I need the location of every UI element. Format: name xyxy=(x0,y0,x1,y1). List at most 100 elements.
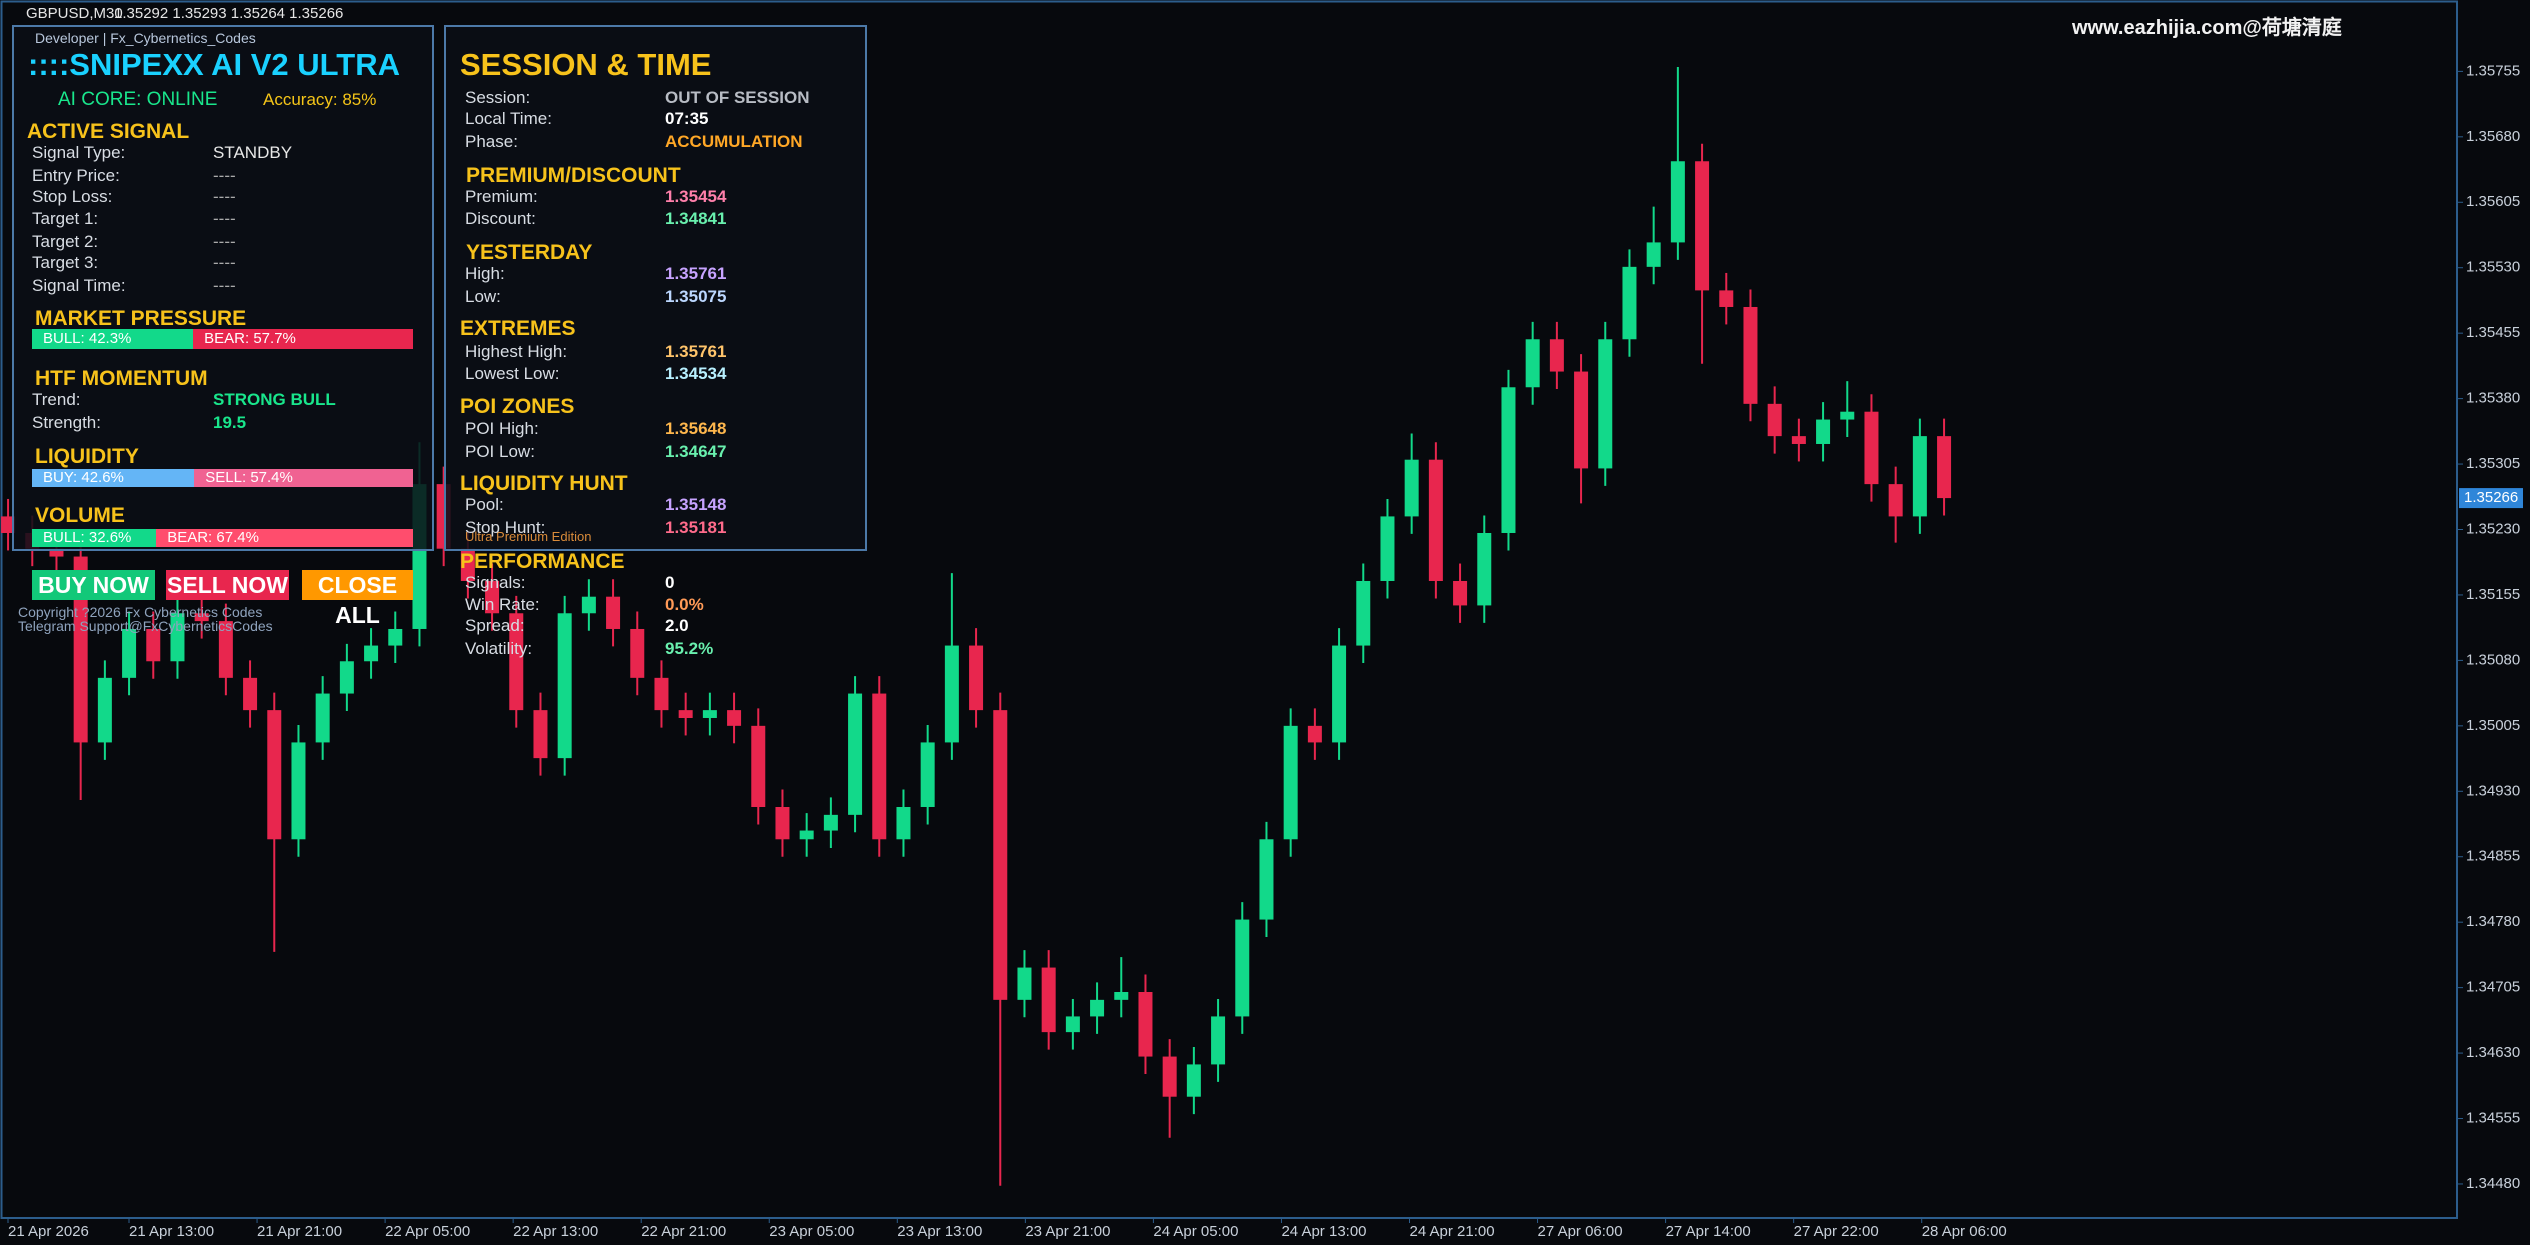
row-label: Session: xyxy=(465,88,531,107)
y-tick-label: 1.34705 xyxy=(2466,979,2520,996)
close-all-button[interactable]: CLOSE ALL xyxy=(302,570,413,628)
candle-body xyxy=(557,613,572,759)
candle-body xyxy=(1695,161,1710,291)
candle-body xyxy=(1840,411,1855,420)
x-tick-label: 27 Apr 14:00 xyxy=(1666,1223,1751,1240)
candle-body xyxy=(920,742,935,807)
candle-body xyxy=(654,677,669,711)
candle-body xyxy=(1477,532,1492,606)
candle-body xyxy=(727,710,742,726)
row-label: Trend: xyxy=(32,390,81,409)
row-value: 1.35761 xyxy=(665,342,727,361)
x-tick-label: 22 Apr 05:00 xyxy=(385,1223,470,1240)
candle-body xyxy=(1574,371,1589,469)
sell-button[interactable]: SELL NOW xyxy=(166,570,289,600)
candle-body xyxy=(896,806,911,840)
row-value: 1.34534 xyxy=(665,364,727,383)
candle-body xyxy=(194,613,209,622)
row-label: High: xyxy=(465,264,505,283)
row-label: POI High: xyxy=(465,419,539,438)
section-heading: PERFORMANCE xyxy=(460,550,625,573)
x-tick-label: 27 Apr 22:00 xyxy=(1794,1223,1879,1240)
section-heading: PREMIUM/DISCOUNT xyxy=(466,164,681,187)
x-tick-label: 22 Apr 21:00 xyxy=(641,1223,726,1240)
y-tick-label: 1.35605 xyxy=(2466,193,2520,210)
accuracy: Accuracy: 85% xyxy=(263,90,377,109)
candle-body xyxy=(581,596,596,614)
candle-body xyxy=(1138,991,1153,1057)
row-label: Phase: xyxy=(465,132,518,151)
candle-body xyxy=(1065,1016,1080,1033)
y-tick-label: 1.34780 xyxy=(2466,913,2520,930)
candle-body xyxy=(533,710,548,759)
row-label: Pool: xyxy=(465,495,504,514)
row-value: 19.5 xyxy=(213,413,247,432)
candle-body xyxy=(49,548,64,557)
y-tick-label: 1.34930 xyxy=(2466,782,2520,799)
candle-body xyxy=(388,628,403,646)
y-tick-label: 1.35380 xyxy=(2466,390,2520,407)
candle-body xyxy=(1211,1016,1226,1065)
current-price-box xyxy=(2459,488,2523,509)
row-value: ACCUMULATION xyxy=(665,132,803,151)
y-tick-label: 1.35230 xyxy=(2466,520,2520,537)
candle-body xyxy=(97,677,112,743)
bar-label: BEAR: 57.7% xyxy=(204,330,296,347)
row-label: Entry Price: xyxy=(32,166,120,185)
candle-body xyxy=(775,806,790,840)
candle-body xyxy=(630,628,645,678)
quote: 1.35292 1.35293 1.35264 1.35266 xyxy=(114,5,344,22)
candle-body xyxy=(1864,411,1879,485)
candle-body xyxy=(1162,1056,1177,1097)
row-value: 1.35648 xyxy=(665,419,727,438)
candle-body xyxy=(1090,999,1105,1017)
candle-body xyxy=(1912,436,1927,517)
candle-body xyxy=(218,621,233,678)
candle-body xyxy=(799,830,814,840)
bar-segment xyxy=(32,469,195,487)
candle-body xyxy=(872,693,887,840)
bar-label: BULL: 42.3% xyxy=(43,330,132,347)
bar-label: BULL: 32.6% xyxy=(43,529,132,546)
row-label: Stop Loss: xyxy=(32,187,113,206)
row-value: STANDBY xyxy=(213,143,293,162)
candle-body xyxy=(1888,484,1903,517)
buy-button[interactable]: BUY NOW xyxy=(32,570,155,600)
row-label: Lowest Low: xyxy=(465,364,560,383)
candle-body xyxy=(944,645,959,743)
panel-title: SESSION & TIME xyxy=(460,47,712,82)
symbol: GBPUSD,M30 xyxy=(26,5,123,22)
row-label: Spread: xyxy=(465,616,525,635)
candle-body xyxy=(339,661,354,694)
edition: Ultra Premium Edition xyxy=(465,529,592,544)
y-tick-label: 1.34855 xyxy=(2466,848,2520,865)
section-heading: POI ZONES xyxy=(460,395,575,418)
bar-segment xyxy=(193,329,413,349)
x-tick-label: 28 Apr 06:00 xyxy=(1922,1223,2007,1240)
candle-body xyxy=(823,814,838,831)
row-value: ---- xyxy=(213,276,236,295)
candle-body xyxy=(291,742,306,840)
row-label: Discount: xyxy=(465,209,536,228)
row-label: Local Time: xyxy=(465,109,552,128)
bar-label: SELL: 57.4% xyxy=(205,469,293,486)
candle-body xyxy=(364,645,379,662)
row-label: Win Rate: xyxy=(465,595,540,614)
x-tick-label: 27 Apr 06:00 xyxy=(1538,1223,1623,1240)
section-heading: EXTREMES xyxy=(460,317,576,340)
section-heading: LIQUIDITY HUNT xyxy=(460,472,628,495)
bar-segment xyxy=(32,329,194,349)
candle-body xyxy=(1767,403,1782,437)
bar-segment xyxy=(194,469,413,487)
row-value: 0 xyxy=(665,573,675,592)
row-label: Low: xyxy=(465,287,501,306)
row-value: 2.0 xyxy=(665,616,689,635)
bar-segment xyxy=(156,529,413,547)
candle-body xyxy=(1501,387,1516,533)
candle-body xyxy=(1525,339,1540,388)
row-value: ---- xyxy=(213,187,236,206)
candle-body xyxy=(1235,919,1250,1017)
row-label: Target 3: xyxy=(32,253,99,272)
